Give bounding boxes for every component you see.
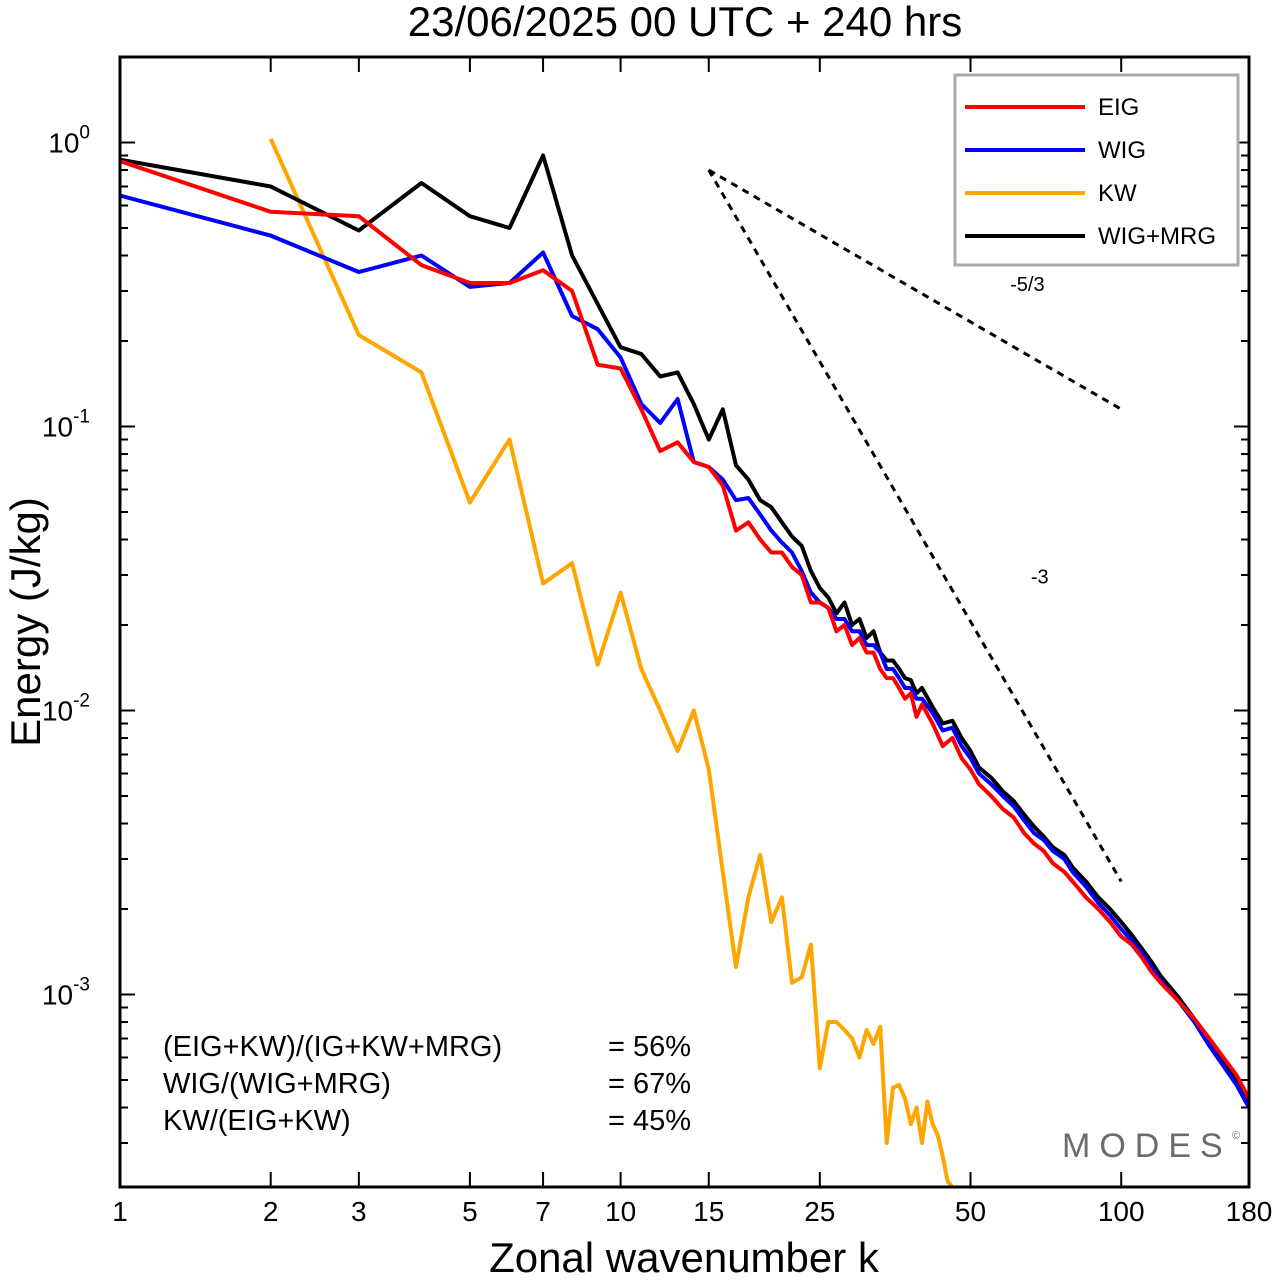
x-tick-labels: 1 2 3 5 7 10 15 25 50 100 180 [112,1196,1272,1227]
annotation-value: = 56% [608,1031,691,1063]
x-tick-label: 7 [535,1196,551,1227]
series-line-wig-mrg [120,153,1249,1106]
chart-title: 23/06/2025 00 UTC + 240 hrs [408,0,963,45]
x-tick-label: 5 [462,1196,478,1227]
y-axis-label: Energy (J/kg) [2,497,49,747]
y-tick-labels: 100 10-1 10-2 10-3 [42,122,90,1010]
annotation-label: (EIG+KW)/(IG+KW+MRG) [163,1031,502,1063]
y-tick-exponent: -1 [73,406,90,427]
series-line-kw [268,137,954,1187]
reference-line-label: -5/3 [1010,274,1044,296]
series-line-wig [120,193,1249,1109]
x-tick-label: 3 [351,1196,367,1227]
y-tick-exponent: -3 [73,975,90,996]
y-tick-label: 10-2 [42,691,90,727]
reference-line-label: -3 [1031,567,1049,589]
legend-label: WIG [1098,137,1146,164]
legend-label: WIG+MRG [1098,223,1216,250]
legend-label: KW [1098,180,1137,207]
y-tick-label: 10-1 [42,406,90,442]
x-tick-label: 1 [112,1196,128,1227]
x-tick-label: 180 [1226,1196,1273,1227]
x-tick-label: 100 [1098,1196,1145,1227]
annotation-label: KW/(EIG+KW) [163,1105,351,1137]
brand-copyright: © [1232,1130,1240,1142]
x-axis-label: Zonal wavenumber k [489,1234,880,1281]
x-tick-label: 2 [263,1196,279,1227]
annotation-value: = 67% [608,1068,691,1100]
y-tick-label: 100 [48,122,90,158]
x-tick-label: 15 [693,1196,724,1227]
x-tick-label: 10 [605,1196,636,1227]
legend: EIG WIG KW WIG+MRG [953,73,1240,267]
brand-text: MODES [1062,1127,1232,1165]
x-tick-label: 25 [804,1196,835,1227]
annotation-value: = 45% [608,1105,691,1137]
legend-label: EIG [1098,94,1139,121]
reference-line [707,169,1123,883]
y-tick-label: 10-3 [42,975,90,1011]
annotation-label: WIG/(WIG+MRG) [163,1068,391,1100]
y-tick-exponent: -2 [73,691,90,712]
y-tick-exponent: 0 [79,122,90,143]
reference-line [708,168,1122,411]
ratio-annotations: (EIG+KW)/(IG+KW+MRG) = 56% WIG/(WIG+MRG) = … [163,1031,691,1137]
modes-watermark: MODES © [1062,1127,1240,1165]
x-tick-label: 50 [955,1196,986,1227]
reference-lines: -5/3 -3 [707,168,1123,883]
plot-frame [118,55,1251,1189]
series-lines [120,137,1249,1187]
series-line-eig [120,159,1249,1100]
